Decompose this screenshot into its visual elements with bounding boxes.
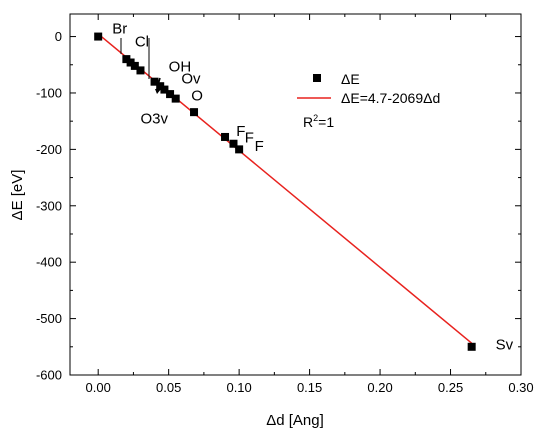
data-point	[171, 94, 180, 103]
data-point	[467, 342, 476, 351]
annotation-leaders	[120, 38, 161, 94]
point-label: F	[255, 138, 264, 155]
point-label: O	[191, 87, 203, 104]
point-label: F	[236, 123, 245, 140]
x-tick-label: 0.05	[156, 380, 181, 395]
x-axis-label: Δd [Ang]	[266, 412, 324, 429]
x-tick-label: 0.25	[438, 380, 463, 395]
data-point	[160, 85, 169, 94]
data-point	[94, 32, 103, 41]
point-label: Sv	[496, 337, 514, 354]
point-label: F	[245, 130, 254, 147]
data-point	[122, 55, 131, 64]
data-point	[136, 66, 145, 75]
y-tick-label: -600	[36, 368, 62, 383]
x-tick-label: 0.10	[226, 380, 251, 395]
legend-marker-scatter	[313, 74, 321, 82]
point-label: OH	[169, 59, 192, 76]
x-tick-label: 0.00	[86, 380, 111, 395]
data-point	[156, 82, 165, 91]
point-label: O3v	[140, 110, 168, 127]
plot-frame	[69, 13, 522, 376]
data-points-layer	[94, 32, 476, 351]
leader-line-oh-2	[156, 77, 161, 90]
x-tick-label: 0.20	[367, 380, 392, 395]
data-point	[130, 61, 139, 70]
point-label: Br	[112, 21, 127, 38]
leader-arrowhead-oh	[155, 89, 161, 94]
data-point	[126, 58, 135, 67]
legend-label-fit: ΔE=4.7-2069Δd	[341, 90, 440, 106]
y-axis-ticks: 0 -100 -200 -300 -400 -500 -600	[36, 29, 521, 383]
data-point	[150, 77, 159, 86]
data-point	[235, 145, 244, 154]
y-tick-label: -500	[36, 311, 62, 326]
data-point	[166, 90, 175, 99]
y-tick-label: -200	[36, 142, 62, 157]
r-squared-value: =1	[318, 114, 334, 130]
x-tick-label: 0.30	[508, 380, 533, 395]
y-tick-label: -400	[36, 255, 62, 270]
y-tick-label: -100	[36, 85, 62, 100]
y-axis-label: ΔE [eV]	[9, 170, 26, 221]
point-label: Ov	[181, 70, 201, 87]
x-tick-label: 0.15	[297, 380, 322, 395]
r-squared-superscript: 2	[313, 113, 318, 123]
data-point	[221, 132, 230, 141]
legend-label-scatter: ΔE	[341, 71, 360, 87]
y-tick-label: 0	[55, 29, 62, 44]
point-label: Cl	[135, 34, 149, 51]
x-axis-ticks: 0.00 0.05 0.10 0.15 0.20 0.25 0.30	[86, 14, 534, 395]
data-point	[190, 108, 199, 117]
legend: ΔE ΔE=4.7-2069Δd R2=1	[297, 71, 440, 130]
y-tick-label: -300	[36, 198, 62, 213]
data-point	[229, 139, 238, 148]
legend-r-squared: R2=1	[303, 113, 334, 130]
